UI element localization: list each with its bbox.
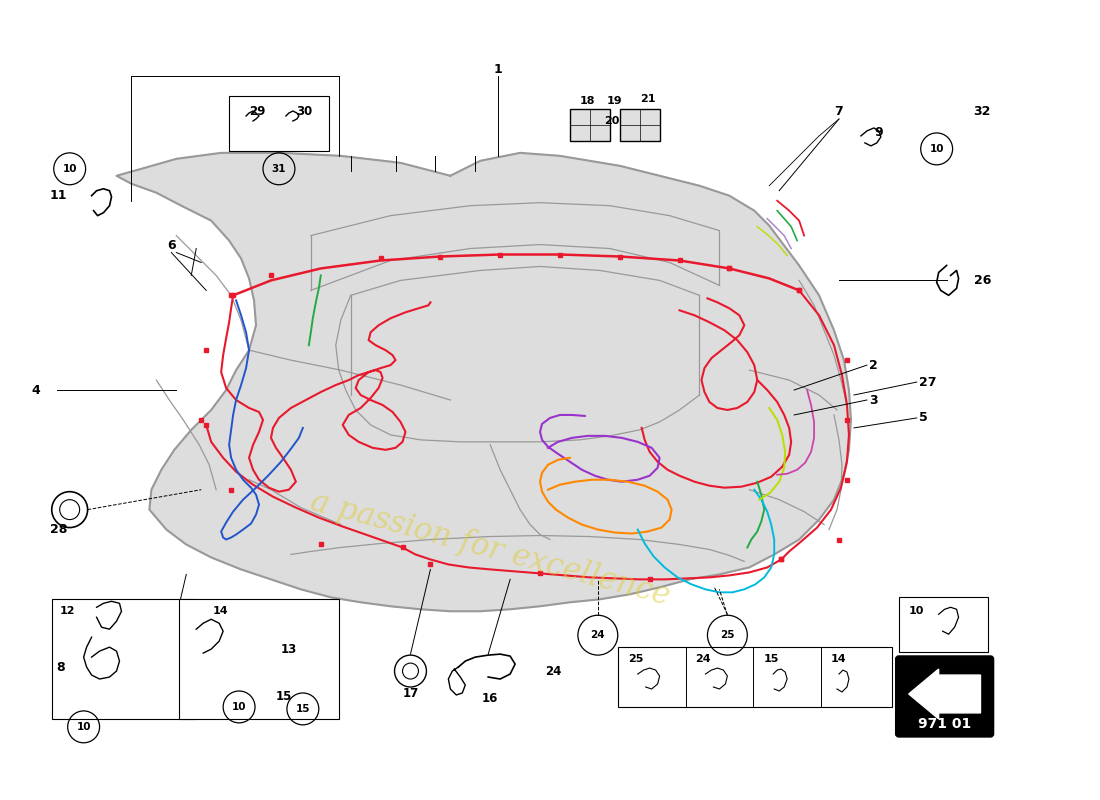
Text: 21: 21 xyxy=(640,94,656,104)
Bar xyxy=(619,109,660,141)
Text: 12: 12 xyxy=(59,606,75,616)
Text: 26: 26 xyxy=(974,274,991,287)
Text: 30: 30 xyxy=(296,105,312,118)
Text: 29: 29 xyxy=(249,105,265,118)
Text: 971 01: 971 01 xyxy=(918,717,971,731)
Text: 24: 24 xyxy=(544,665,561,678)
Text: 31: 31 xyxy=(272,164,286,174)
Text: 24: 24 xyxy=(591,630,605,640)
Text: 15: 15 xyxy=(276,690,293,703)
Text: 32: 32 xyxy=(974,105,991,118)
Text: 10: 10 xyxy=(76,722,91,732)
Text: 3: 3 xyxy=(869,394,878,406)
Text: 15: 15 xyxy=(296,704,310,714)
Text: 13: 13 xyxy=(280,642,297,656)
Text: 7: 7 xyxy=(835,105,844,118)
Polygon shape xyxy=(117,153,851,611)
Text: 5: 5 xyxy=(918,411,927,425)
Text: 27: 27 xyxy=(918,375,936,389)
Text: 25: 25 xyxy=(720,630,735,640)
Text: 10: 10 xyxy=(930,144,944,154)
Bar xyxy=(899,598,989,652)
Text: 8: 8 xyxy=(57,661,65,674)
Text: 17: 17 xyxy=(403,687,419,701)
Text: 14: 14 xyxy=(213,606,229,616)
Text: 9: 9 xyxy=(874,126,883,139)
FancyBboxPatch shape xyxy=(895,656,993,737)
Text: 16: 16 xyxy=(482,693,498,706)
Text: 1: 1 xyxy=(494,62,503,76)
Text: 11: 11 xyxy=(50,190,67,202)
Bar xyxy=(618,647,892,707)
Text: 2: 2 xyxy=(869,358,878,372)
Text: 10: 10 xyxy=(63,164,77,174)
Text: 10: 10 xyxy=(232,702,246,712)
Text: 19: 19 xyxy=(607,96,623,106)
Text: 14: 14 xyxy=(830,654,847,664)
Text: 15: 15 xyxy=(763,654,779,664)
Text: 10: 10 xyxy=(909,606,924,616)
Text: 24: 24 xyxy=(695,654,711,664)
Bar xyxy=(179,599,339,719)
Polygon shape xyxy=(909,669,980,719)
Bar xyxy=(229,96,329,151)
Text: 18: 18 xyxy=(580,96,595,106)
Bar xyxy=(570,109,609,141)
Text: 4: 4 xyxy=(32,383,41,397)
Text: 20: 20 xyxy=(604,116,619,126)
Text: 28: 28 xyxy=(50,523,67,536)
Text: a passion for excellence: a passion for excellence xyxy=(307,486,673,613)
Text: 25: 25 xyxy=(628,654,643,664)
Text: 6: 6 xyxy=(167,239,176,252)
Bar xyxy=(52,599,196,719)
